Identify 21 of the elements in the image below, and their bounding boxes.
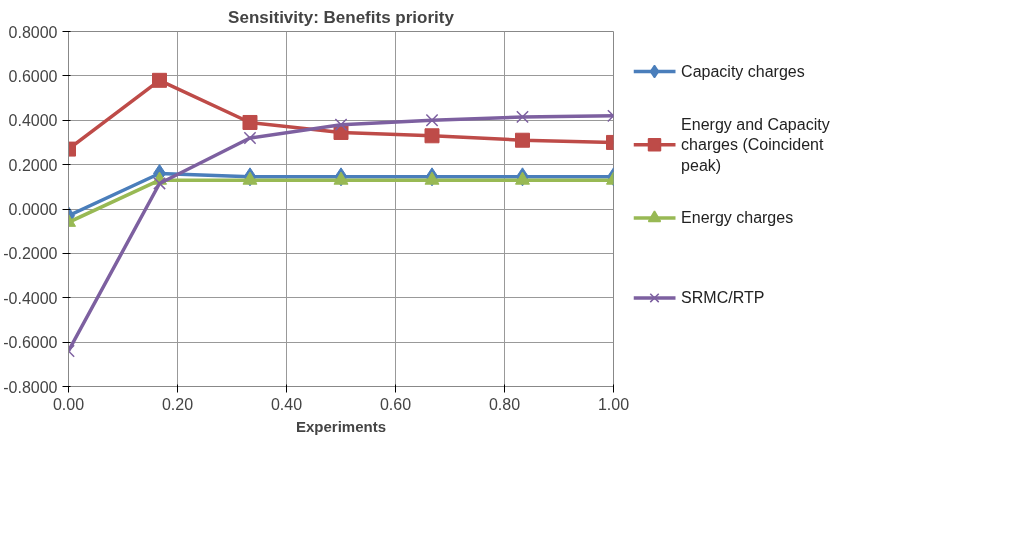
x-tick-label: 0.20	[161, 395, 194, 413]
y-tick-label: 0.8000	[8, 23, 58, 41]
y-tick-label: -0.8000	[3, 378, 58, 396]
x-tick-label: 1.00	[597, 395, 630, 413]
y-tick-label: 0.2000	[8, 156, 58, 174]
legend-label: SRMC/RTP	[681, 289, 765, 307]
x-tick-label: 0.80	[488, 395, 521, 413]
legend-label: Energy charges	[681, 209, 794, 227]
y-tick-label: -0.2000	[3, 245, 58, 263]
y-tick-label: 0.4000	[8, 112, 58, 130]
chart-title: Sensitivity: Benefits priority	[228, 7, 455, 27]
y-tick-label: 0.6000	[8, 67, 58, 85]
y-tick-label: -0.6000	[3, 334, 58, 352]
x-tick-label: 0.60	[379, 395, 412, 413]
legend-label: Energy and Capacity charges (Coincident peak)	[681, 115, 830, 174]
legend-label: Capacity charges	[681, 62, 805, 80]
y-tick-label: -0.4000	[3, 289, 58, 307]
x-axis-title: Experiments	[295, 417, 387, 435]
y-tick-label: 0.0000	[8, 201, 58, 218]
x-tick-label: 0.40	[270, 395, 303, 413]
x-tick-label: 0.00	[52, 395, 85, 413]
